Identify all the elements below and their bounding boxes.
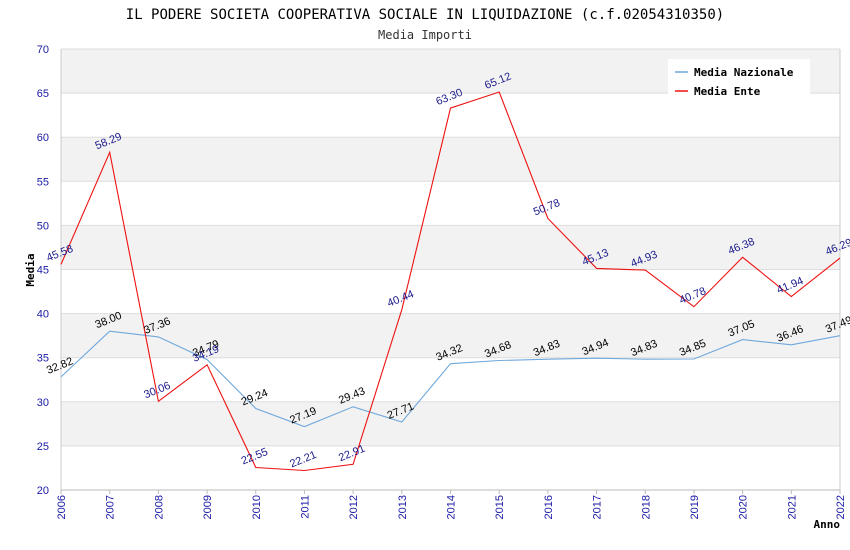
y-tick-label: 45 [37, 265, 49, 277]
y-tick-label: 50 [37, 220, 49, 232]
y-tick-label: 25 [37, 441, 49, 453]
series-lines [60, 91, 841, 472]
grid-band [61, 269, 840, 314]
x-axis: 2006 2007 2008 2009 2010 2011 2012 2013 2014 2015… [56, 490, 847, 519]
y-axis: 20 25 30 35 40 45 50 55 60 65 70 [37, 44, 49, 497]
legend-entry: Media Nazionale [694, 66, 794, 79]
x-tick-label: 2018 [640, 495, 652, 519]
x-tick-label: 2013 [397, 495, 409, 519]
x-tick-label: 2014 [446, 495, 458, 519]
grid-band [61, 401, 840, 446]
x-tick-label: 2015 [494, 495, 506, 519]
grid-band [61, 357, 840, 402]
x-tick-label: 2016 [543, 495, 555, 519]
x-tick-label: 2008 [153, 495, 165, 519]
y-tick-label: 20 [37, 485, 49, 497]
x-tick-label: 2022 [835, 495, 847, 519]
grid-band [61, 181, 840, 226]
chart-subtitle: Media Importi [378, 28, 472, 42]
legend-box [668, 59, 810, 99]
x-axis-title: Anno [814, 518, 841, 531]
series-line-media-nazionale [60, 330, 841, 428]
series-line-media-ente [60, 91, 841, 472]
x-tick-label: 2009 [202, 495, 214, 519]
x-tick-label: 2012 [348, 495, 360, 519]
x-tick-label: 2006 [56, 495, 68, 519]
grid-band [61, 93, 840, 138]
y-tick-label: 65 [37, 88, 49, 100]
x-tick-label: 2011 [299, 495, 311, 519]
legend-entry: Media Ente [694, 85, 761, 98]
grid-band [61, 137, 840, 182]
y-tick-label: 60 [37, 132, 49, 144]
x-tick-label: 2010 [251, 495, 263, 519]
x-tick-label: 2017 [592, 495, 604, 519]
y-tick-label: 55 [37, 176, 49, 188]
x-tick-label: 2021 [786, 495, 798, 519]
y-tick-label: 70 [37, 44, 49, 56]
x-tick-label: 2019 [689, 495, 701, 519]
grid-band [61, 225, 840, 270]
y-axis-title: Media [24, 253, 37, 286]
x-tick-label: 2007 [105, 495, 117, 519]
grid-band [61, 313, 840, 358]
chart-title: IL PODERE SOCIETA COOPERATIVA SOCIALE IN… [126, 7, 724, 23]
y-tick-label: 40 [37, 309, 49, 321]
x-tick-label: 2020 [738, 495, 750, 519]
plot-background [60, 48, 841, 491]
y-tick-label: 35 [37, 353, 49, 365]
y-tick-label: 30 [37, 397, 49, 409]
grid-band [61, 445, 840, 490]
legend: Media Nazionale Media Ente [668, 59, 810, 99]
